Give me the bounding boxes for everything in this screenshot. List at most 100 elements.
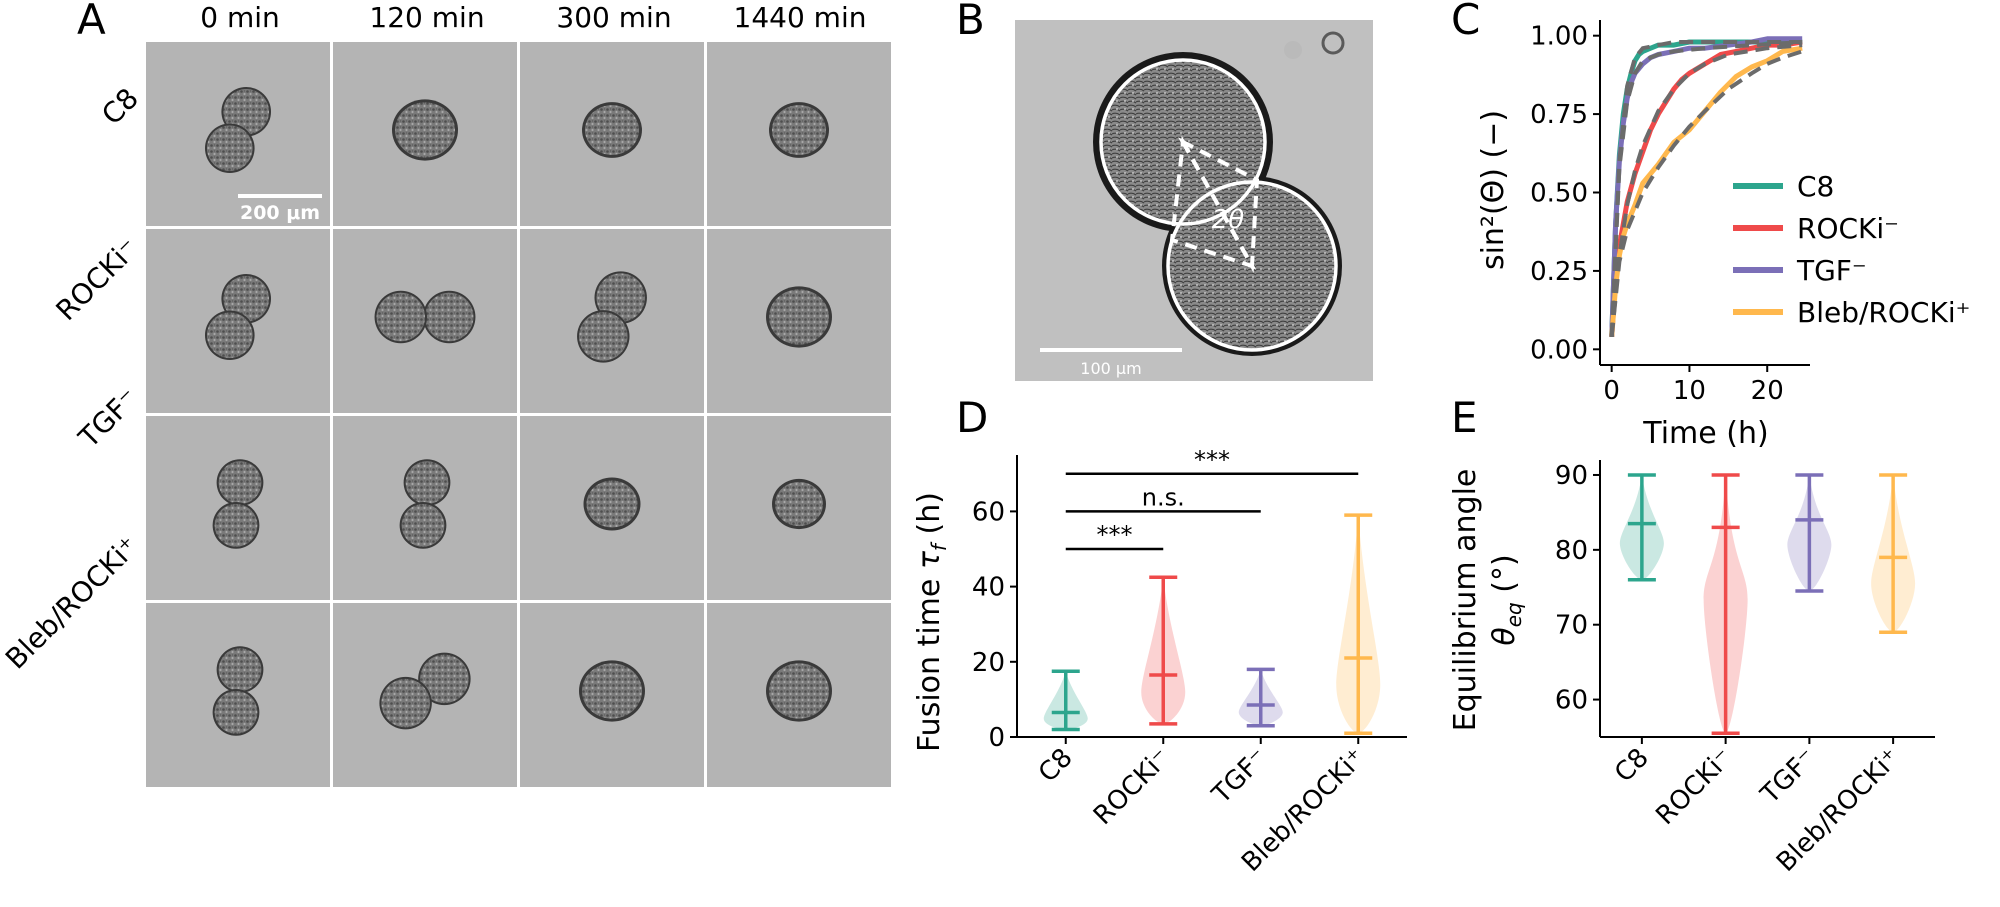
scale-bar-a-label: 200 μm	[240, 202, 320, 224]
micrograph-cell	[707, 42, 891, 226]
xtick-label: TGF⁻	[1755, 743, 1823, 811]
xtick-label: TGF⁻	[1206, 743, 1274, 811]
c-ytick-label: 0.00	[1530, 335, 1588, 365]
row-label-bleb-rocki-plus: Bleb/ROCKi⁺	[0, 530, 145, 676]
c-ytick-label: 0.50	[1530, 179, 1588, 209]
micrograph-cell	[520, 603, 704, 787]
micrograph-cell	[707, 229, 891, 413]
row-label-rocki-minus: ROCKi⁻	[50, 232, 145, 327]
ytick-label: 70	[1555, 611, 1588, 641]
c-fit-line	[1609, 40, 1803, 337]
d-ylabel: Fusion time τf (h)	[912, 492, 951, 752]
spheroid	[395, 102, 455, 158]
xtick-label: ROCKi⁻	[1088, 743, 1176, 831]
spheroid	[769, 663, 829, 719]
e-ylabel-line1: Equilibrium angle	[1448, 469, 1483, 732]
micrograph-cell	[520, 229, 704, 413]
line-chart: 0.00 0.25 0.50 0.75 1.00 0 10 20 C8 ROCKi⁻ TGF⁻ Ble…	[1530, 20, 1970, 406]
xtick-label: C8	[1609, 743, 1655, 789]
ytick-label: 60	[972, 497, 1005, 527]
spheroid	[775, 481, 823, 527]
spheroid	[596, 273, 645, 322]
micrograph-cell	[707, 603, 891, 787]
d-ylabel-main: Fusion time	[912, 569, 947, 752]
c-xtick-label: 0	[1603, 376, 1620, 406]
spheroid	[214, 504, 258, 547]
spheroid	[769, 289, 829, 345]
spheroid	[420, 654, 469, 704]
xtick-label: ROCKi⁻	[1650, 743, 1738, 831]
spheroid	[582, 663, 642, 719]
ytick-label: 60	[1555, 686, 1588, 716]
row-label-c8: C8	[95, 82, 145, 132]
spheroid	[579, 312, 628, 361]
angle-label: 2θ	[1212, 205, 1245, 235]
c-fit-line	[1609, 49, 1803, 338]
significance-label: ***	[1194, 446, 1230, 474]
c-xtick-label: 20	[1751, 376, 1784, 406]
e-ylabel-end: (°)	[1487, 554, 1522, 602]
panel-b: B 2θ 100 μm	[956, 0, 1373, 381]
micrograph-cell	[333, 416, 517, 600]
significance-label: ***	[1097, 521, 1133, 549]
spheroid	[401, 504, 445, 547]
ytick-label: 80	[1555, 536, 1588, 566]
spheroid	[425, 292, 474, 342]
micrograph-cell	[520, 42, 704, 226]
c-legend-label: ROCKi⁻	[1797, 212, 1899, 245]
panel-b-letter: B	[956, 0, 985, 44]
row-labels: C8 ROCKi⁻ TGF⁻ Bleb/ROCKi⁺	[0, 82, 145, 676]
c-fit-line	[1609, 43, 1803, 337]
significance-label: n.s.	[1142, 483, 1185, 511]
micrograph-cell	[146, 416, 330, 600]
scale-bar-b-label: 100 μm	[1080, 359, 1141, 378]
time-label-2: 300 min	[556, 1, 671, 34]
micrograph-cell	[146, 229, 330, 413]
panel-a: A 0 min 120 min 300 min 1440 min C8 ROCK…	[0, 0, 891, 787]
ytick-label: 20	[972, 648, 1005, 678]
panel-c: C 0.00 0.25 0.50 0.75 1.00 0 10 20 C8 ROCKi⁻ TGF⁻ B…	[1451, 0, 1970, 451]
spheroid	[218, 461, 262, 504]
spheroid	[585, 105, 639, 155]
c-legend-label: Bleb/ROCKi⁺	[1797, 296, 1970, 329]
time-label-0: 0 min	[200, 1, 280, 34]
micrograph-grid	[146, 42, 891, 787]
xtick-label: C8	[1033, 743, 1079, 789]
d-ylabel-sym: τ	[912, 550, 947, 569]
spheroid	[376, 292, 425, 342]
panel-e-letter: E	[1451, 393, 1478, 442]
ytick-label: 90	[1555, 461, 1588, 491]
panel-c-letter: C	[1451, 0, 1480, 44]
panel-a-letter: A	[77, 0, 106, 44]
micrograph-cell	[333, 603, 517, 787]
micrograph-cell	[333, 229, 517, 413]
spheroid	[214, 691, 258, 734]
spheroid	[772, 105, 826, 155]
c-ytick-label: 0.75	[1530, 100, 1588, 130]
time-labels: 0 min 120 min 300 min 1440 min	[200, 1, 866, 34]
spheroid	[405, 461, 449, 504]
spheroid	[381, 678, 430, 728]
c-series-line	[1609, 45, 1803, 337]
c-ytick-label: 0.25	[1530, 257, 1588, 287]
e-ylabel-sym: θ	[1487, 627, 1522, 645]
micrograph-cell	[707, 416, 891, 600]
micrograph-cell	[146, 603, 330, 787]
c-ylabel: sin²(Θ) (−)	[1476, 110, 1511, 270]
e-ylabel-line2: θeq (°)	[1487, 554, 1526, 645]
c-legend-label: TGF⁻	[1796, 254, 1867, 287]
spheroid	[218, 648, 262, 691]
c-xlabel: Time (h)	[1642, 416, 1768, 451]
ytick-label: 0	[988, 723, 1005, 753]
spheroid	[223, 88, 270, 135]
time-label-3: 1440 min	[734, 1, 867, 34]
d-ylabel-end: (h)	[912, 492, 947, 544]
spheroid	[586, 480, 638, 528]
c-xtick-label: 10	[1673, 376, 1706, 406]
c-legend-label: C8	[1797, 170, 1834, 203]
ytick-label: 40	[972, 573, 1005, 603]
